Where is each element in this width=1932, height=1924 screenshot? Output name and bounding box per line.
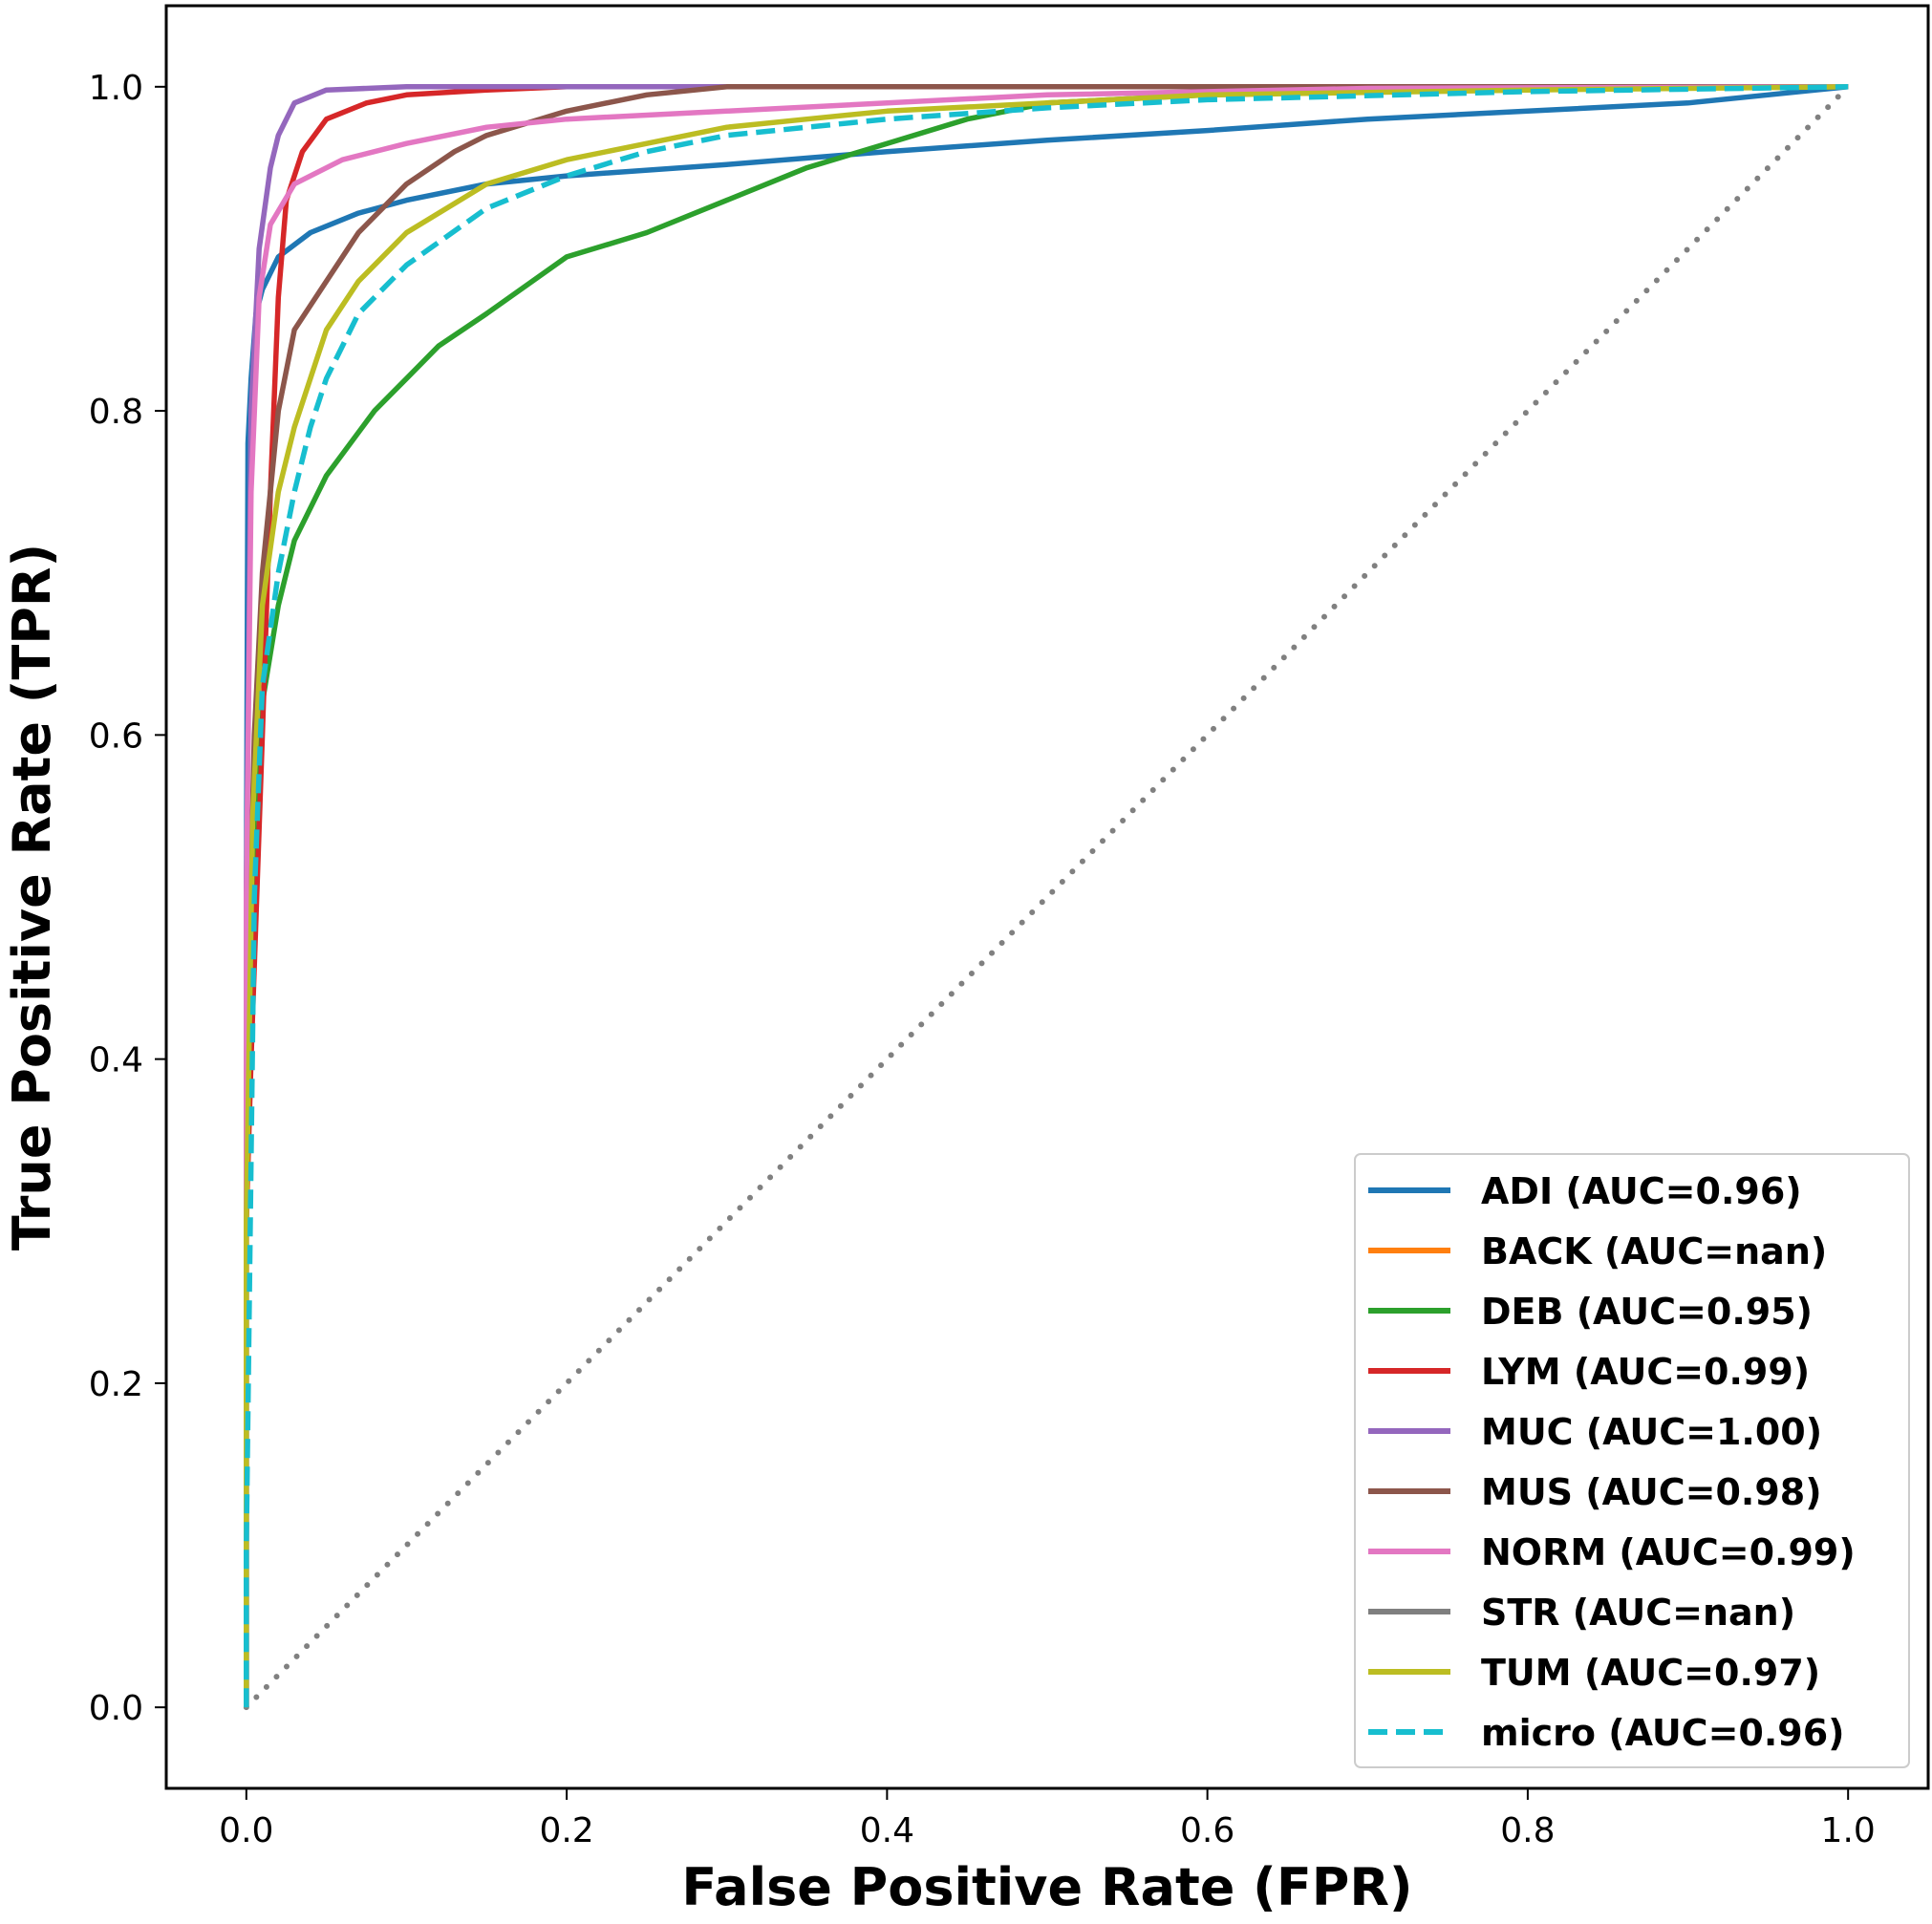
- x-tick-label: 0.8: [1500, 1811, 1555, 1850]
- y-axis-label: True Positive Rate (TPR): [2, 544, 62, 1251]
- x-tick-label: 0.4: [860, 1811, 914, 1850]
- legend-items: ADI (AUC=0.96) BACK (AUC=nan) DEB (AUC=0.9…: [1368, 1170, 1856, 1754]
- series-line-micro: [244, 84, 1849, 1708]
- y-tick-label: 0.4: [89, 1041, 143, 1080]
- series-layer: [244, 84, 1849, 1708]
- y-tick-label: 0.6: [89, 716, 143, 756]
- y-tick-label: 0.8: [89, 393, 143, 432]
- legend-label-back: BACK (AUC=nan): [1481, 1230, 1827, 1272]
- y-tick-label: 0.2: [89, 1365, 143, 1404]
- legend-label-lym: LYM (AUC=0.99): [1481, 1351, 1810, 1393]
- x-axis-label: False Positive Rate (FPR): [681, 1857, 1412, 1917]
- x-tick-label: 0.2: [539, 1811, 593, 1850]
- legend: ADI (AUC=0.96) BACK (AUC=nan) DEB (AUC=0.9…: [1354, 1153, 1910, 1768]
- series-line-tum: [244, 84, 1849, 1708]
- legend-label-deb: DEB (AUC=0.95): [1481, 1291, 1813, 1333]
- series-line-norm: [244, 84, 1849, 1708]
- y-tick-label: 1.0: [89, 69, 143, 108]
- legend-label-norm: NORM (AUC=0.99): [1481, 1531, 1856, 1573]
- x-tick-label: 0.6: [1180, 1811, 1234, 1850]
- x-tick-label: 1.0: [1821, 1811, 1876, 1850]
- legend-label-tum: TUM (AUC=0.97): [1481, 1652, 1820, 1694]
- legend-label-mus: MUS (AUC=0.98): [1481, 1471, 1822, 1513]
- legend-label-muc: MUC (AUC=1.00): [1481, 1411, 1822, 1453]
- legend-label-adi: ADI (AUC=0.96): [1481, 1170, 1802, 1212]
- x-tick-label: 0.0: [219, 1811, 273, 1850]
- legend-label-micro: micro (AUC=0.96): [1481, 1712, 1845, 1754]
- y-tick-label: 0.0: [89, 1689, 143, 1728]
- x-axis-ticks: 0.0 0.2 0.4 0.6 0.8 1.0: [219, 1788, 1876, 1850]
- y-axis-ticks: 0.0 0.2 0.4 0.6 0.8 1.0: [89, 69, 166, 1728]
- legend-label-str: STR (AUC=nan): [1481, 1592, 1795, 1634]
- legend-frame: [1354, 1153, 1910, 1768]
